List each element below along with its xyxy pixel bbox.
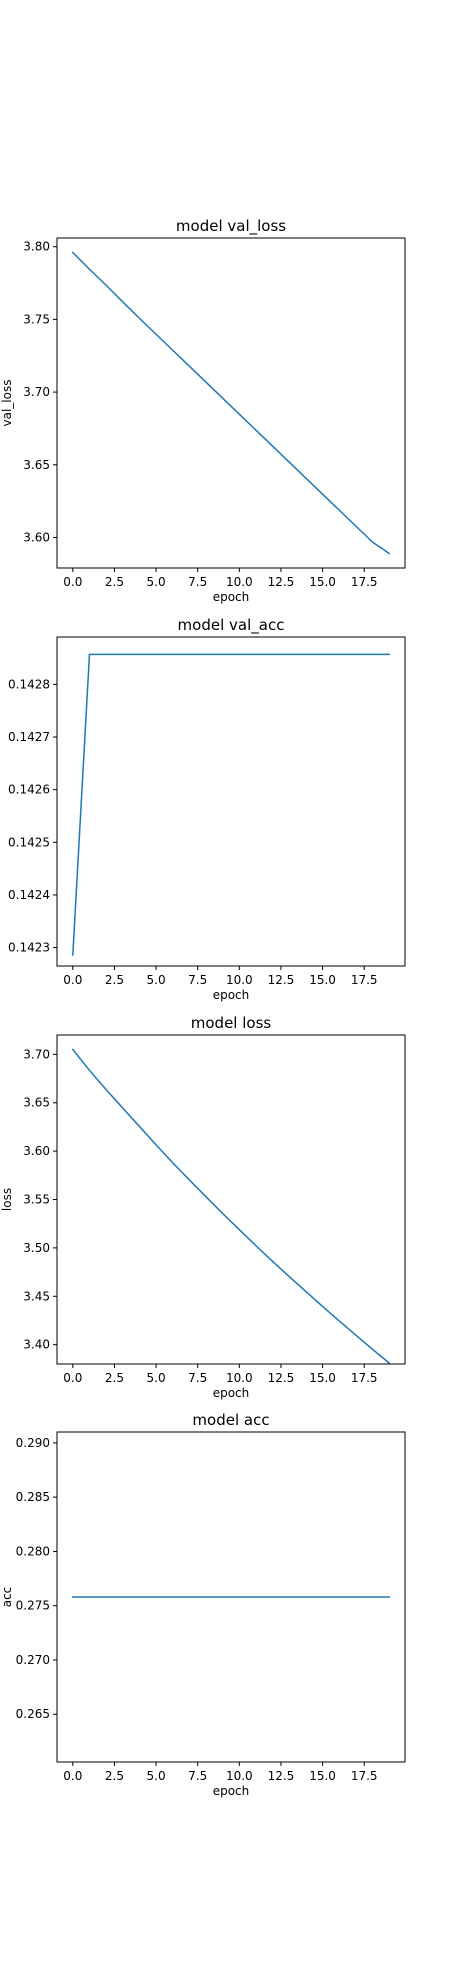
y-axis-label: val_loss [0, 380, 14, 427]
y-tick-label: 3.45 [23, 1289, 50, 1303]
y-tick-label: 3.55 [23, 1193, 50, 1207]
y-tick-label: 0.290 [16, 1436, 50, 1450]
y-tick-label: 3.75 [23, 312, 50, 326]
y-tick-label: 0.1427 [8, 730, 50, 744]
x-tick-label: 10.0 [226, 1371, 253, 1385]
x-axis-label: epoch [213, 1386, 250, 1400]
x-tick-label: 17.5 [351, 973, 378, 987]
series-line [71, 251, 391, 555]
x-tick-label: 7.5 [188, 1371, 207, 1385]
axes-frame [56, 636, 406, 967]
y-tick-label: 0.1425 [8, 835, 50, 849]
y-tick-label: 3.60 [23, 1144, 50, 1158]
x-tick-label: 5.0 [147, 575, 166, 589]
y-tick-label: 0.265 [16, 1707, 50, 1721]
chart-2: model val_acc 0.0 2.5 5.0 7.5 10.0 12.5 15.0 17.… [8, 616, 406, 1002]
axes-frame [56, 1034, 406, 1365]
x-tick-label: 2.5 [105, 1769, 124, 1783]
x-tick-label: 10.0 [226, 575, 253, 589]
x-tick-label: 15.0 [309, 1371, 336, 1385]
y-axis-label: loss [0, 1188, 14, 1211]
axes-frame [56, 1431, 406, 1763]
x-tick-label: 7.5 [188, 1769, 207, 1783]
y-tick-label: 0.1426 [8, 783, 50, 797]
x-tick-label: 5.0 [147, 1769, 166, 1783]
x-tick-label: 0.0 [63, 973, 82, 987]
x-tick-label: 12.5 [268, 575, 295, 589]
y-tick-label: 3.50 [23, 1241, 50, 1255]
x-tick-label: 12.5 [268, 1371, 295, 1385]
x-tick-label: 12.5 [268, 1769, 295, 1783]
chart-title: model acc [192, 1411, 269, 1429]
x-tick-label: 15.0 [309, 575, 336, 589]
chart-title: model val_acc [178, 616, 285, 635]
y-tick-label: 3.65 [23, 1096, 50, 1110]
x-tick-label: 10.0 [226, 1769, 253, 1783]
x-tick-label: 5.0 [147, 973, 166, 987]
chart-4: model acc 0.0 2.5 5.0 7.5 10.0 12.5 15.0 17.5 0.2… [0, 1411, 406, 1798]
y-tick-label: 0.1428 [8, 677, 50, 691]
chart-1: model val_loss 0.0 2.5 5.0 7.5 10.0 12.5 15.0 17… [0, 217, 406, 604]
y-tick-label: 0.1423 [8, 941, 50, 955]
series-line [72, 653, 390, 956]
chart-3: model loss 0.0 2.5 5.0 7.5 10.0 12.5 15.0 17.5 3.… [0, 1014, 406, 1400]
x-tick-label: 5.0 [147, 1371, 166, 1385]
x-tick-label: 0.0 [63, 1371, 82, 1385]
chart-title: model loss [191, 1014, 272, 1032]
y-tick-label: 0.270 [16, 1653, 50, 1667]
y-tick-label: 0.285 [16, 1490, 50, 1504]
y-tick-label: 0.280 [16, 1544, 50, 1558]
x-tick-label: 2.5 [105, 1371, 124, 1385]
x-tick-label: 17.5 [351, 575, 378, 589]
x-axis-label: epoch [213, 988, 250, 1002]
y-tick-label: 3.80 [23, 240, 50, 254]
axes-frame [56, 237, 406, 569]
x-axis-label: epoch [213, 1784, 250, 1798]
y-axis-label: acc [0, 1587, 14, 1608]
x-tick-label: 7.5 [188, 575, 207, 589]
x-tick-label: 7.5 [188, 973, 207, 987]
x-tick-label: 0.0 [63, 575, 82, 589]
x-axis-label: epoch [213, 590, 250, 604]
series-line [71, 1048, 391, 1365]
x-tick-label: 2.5 [105, 575, 124, 589]
y-tick-label: 3.60 [23, 530, 50, 544]
y-tick-label: 0.275 [16, 1599, 50, 1613]
y-tick-label: 3.70 [23, 1047, 50, 1061]
y-tick-label: 3.70 [23, 385, 50, 399]
x-tick-label: 17.5 [351, 1371, 378, 1385]
x-tick-label: 17.5 [351, 1769, 378, 1783]
x-tick-label: 15.0 [309, 1769, 336, 1783]
x-tick-label: 2.5 [105, 973, 124, 987]
x-tick-label: 12.5 [268, 973, 295, 987]
x-tick-label: 0.0 [63, 1769, 82, 1783]
y-tick-label: 0.1424 [8, 888, 50, 902]
y-tick-label: 3.65 [23, 458, 50, 472]
x-tick-label: 15.0 [309, 973, 336, 987]
y-tick-label: 3.40 [23, 1338, 50, 1352]
x-tick-label: 10.0 [226, 973, 253, 987]
chart-title: model val_loss [176, 217, 286, 236]
